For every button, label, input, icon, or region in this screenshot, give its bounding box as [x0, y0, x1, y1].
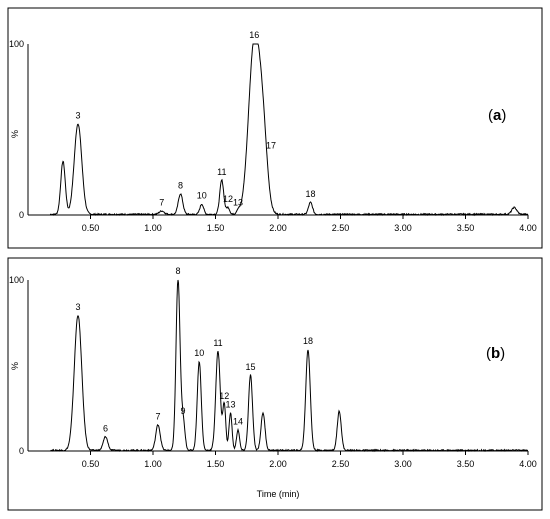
- peak-label: 17: [266, 141, 276, 151]
- x-tick-label: 3.50: [457, 223, 475, 233]
- panel-a-frame: [7, 7, 543, 249]
- x-tick-label: 1.50: [207, 459, 225, 469]
- x-tick-label: 1.50: [207, 223, 225, 233]
- x-tick-label: 2.00: [269, 223, 287, 233]
- panel-b-x-ticks: 0.50 1.00 1.50 2.00 2.50 3.00 3.50 4.00: [82, 451, 537, 469]
- panel-b-trace: [28, 279, 529, 453]
- panel-a-peak-labels: 3 7 8 10 11 12 13 16 17 18: [75, 30, 315, 208]
- peak-label: 16: [249, 30, 259, 40]
- panel-b-tag: (b): [486, 345, 505, 362]
- peak-label: 12: [219, 391, 229, 401]
- panel-a: % 100 0 0.50 1.00 1.50 2.00 2.50 3.00 3.50 4.00…: [7, 7, 543, 249]
- peak-label: 11: [213, 338, 222, 348]
- panel-a-tag: (a): [488, 107, 506, 124]
- x-tick-label: 1.00: [144, 459, 162, 469]
- x-tick-label: 2.50: [332, 459, 350, 469]
- x-tick-label: 3.00: [394, 459, 412, 469]
- panel-a-y-tick-100: 100: [9, 39, 24, 49]
- peak-label: 18: [305, 189, 315, 199]
- peak-label: 3: [75, 302, 80, 312]
- peak-label: 15: [245, 362, 255, 372]
- peak-label: 13: [233, 198, 243, 208]
- x-tick-label: 0.50: [82, 223, 100, 233]
- peak-label: 7: [155, 411, 160, 421]
- peak-label: 18: [303, 336, 313, 346]
- x-tick-label: 4.00: [519, 459, 537, 469]
- panel-b-y-tick-100: 100: [9, 275, 24, 285]
- panel-a-y-label: %: [10, 130, 20, 138]
- peak-label: 13: [225, 399, 235, 409]
- peak-label: 6: [103, 423, 108, 433]
- peak-label: 14: [233, 417, 243, 427]
- peak-label: 3: [75, 110, 80, 120]
- panel-a-y-tick-0: 0: [19, 210, 24, 220]
- peak-label: 10: [197, 191, 207, 201]
- peak-label: 8: [178, 181, 183, 191]
- x-tick-label: 2.50: [332, 223, 350, 233]
- panel-a-trace: [28, 43, 529, 217]
- panel-a-x-ticks: 0.50 1.00 1.50 2.00 2.50 3.00 3.50 4.00: [82, 215, 537, 233]
- peak-label: 7: [159, 198, 164, 208]
- x-tick-label: 4.00: [519, 223, 537, 233]
- panel-b-frame: [7, 257, 543, 511]
- x-tick-label: 3.50: [457, 459, 475, 469]
- peak-label: 9: [180, 406, 185, 416]
- x-tick-label: 0.50: [82, 459, 100, 469]
- peak-label: 11: [217, 167, 226, 177]
- panel-b-y-tick-0: 0: [19, 446, 24, 456]
- peak-label: 12: [223, 194, 233, 204]
- x-tick-label: 1.00: [144, 223, 162, 233]
- x-tick-label: 2.00: [269, 459, 287, 469]
- peak-label: 10: [194, 348, 204, 358]
- x-tick-label: 3.00: [394, 223, 412, 233]
- panel-b-y-label: %: [10, 362, 20, 370]
- panel-b: % 100 0 0.50 1.00 1.50 2.00 2.50 3.00 3.50 4.00…: [7, 257, 543, 511]
- panel-b-x-label: Time (min): [257, 489, 300, 499]
- peak-label: 8: [175, 266, 180, 276]
